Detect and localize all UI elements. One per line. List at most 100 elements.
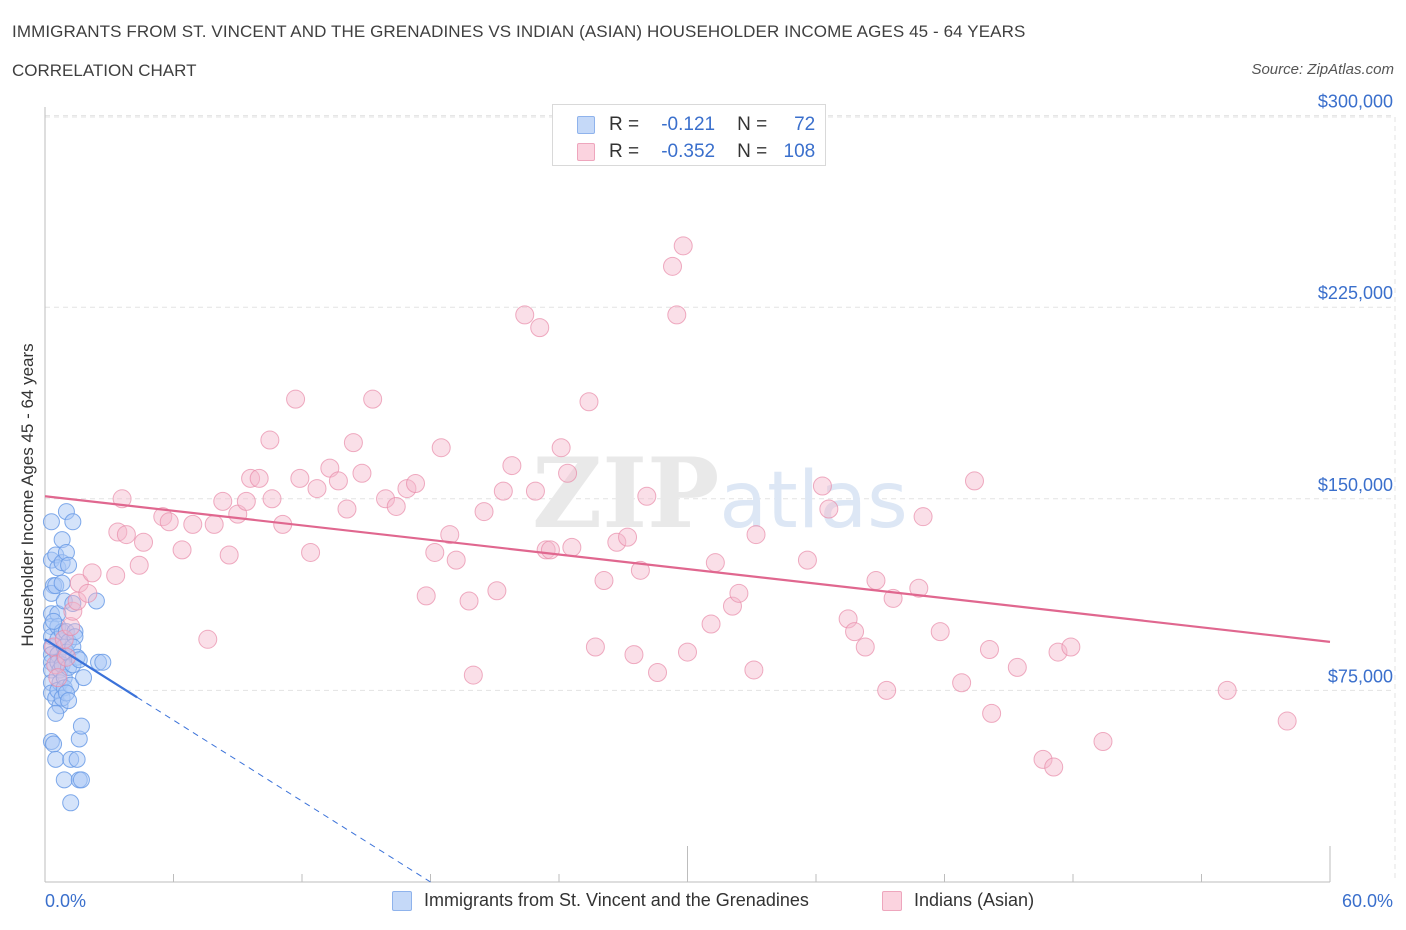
data-point-indians bbox=[797, 550, 817, 570]
chart-title: IMMIGRANTS FROM ST. VINCENT AND THE GREN… bbox=[12, 22, 1026, 41]
data-point-indians bbox=[112, 489, 132, 509]
stats-row-pink: R = -0.352 N = 108 bbox=[577, 139, 815, 165]
watermark: ZIPatlas bbox=[532, 437, 908, 550]
data-point-indians bbox=[812, 476, 832, 496]
data-point-indians bbox=[446, 550, 466, 570]
data-point-indians bbox=[286, 389, 306, 409]
source-credit: Source: ZipAtlas.com bbox=[1251, 61, 1394, 78]
x-tick-label-max: 60.0% bbox=[1341, 891, 1393, 911]
r-value: -0.121 bbox=[661, 114, 716, 135]
stats-row-blue: R = -0.121 N = 72 bbox=[577, 112, 815, 138]
data-point-indians bbox=[838, 609, 858, 629]
data-point-indians bbox=[487, 581, 507, 601]
data-point-indians bbox=[431, 438, 451, 458]
legend-label-immigrants: Immigrants from St. Vincent and the Gren… bbox=[424, 890, 809, 910]
data-point-indians bbox=[551, 438, 571, 458]
data-point-indians bbox=[116, 525, 136, 545]
data-point-indians bbox=[219, 545, 239, 565]
data-point-immigrants bbox=[55, 771, 73, 789]
data-point-indians bbox=[819, 499, 839, 519]
data-point-indians bbox=[78, 583, 98, 603]
data-point-indians bbox=[134, 532, 154, 552]
data-point-indians bbox=[667, 305, 687, 325]
data-point-indians bbox=[63, 601, 83, 621]
trend-line-immigrants-extension bbox=[136, 696, 431, 883]
data-point-indians bbox=[701, 614, 721, 634]
data-point-indians bbox=[61, 617, 81, 637]
data-point-indians bbox=[866, 571, 886, 591]
series-indians-points bbox=[44, 236, 1297, 777]
data-point-indians bbox=[515, 305, 535, 325]
y-axis-label: Householder Income Ages 45 - 64 years bbox=[18, 343, 37, 647]
data-point-indians bbox=[1033, 749, 1053, 769]
data-point-immigrants bbox=[42, 513, 60, 531]
stats-legend: R = -0.121 N = 72 R = -0.352 N = 108 bbox=[552, 104, 826, 166]
legend-item-immigrants[interactable]: Immigrants from St. Vincent and the Gren… bbox=[392, 890, 809, 911]
data-point-indians bbox=[525, 481, 545, 501]
legend-swatch-blue bbox=[392, 890, 412, 911]
data-point-indians bbox=[425, 542, 445, 562]
data-point-indians bbox=[705, 553, 725, 573]
r-label: R = bbox=[609, 114, 640, 135]
y-tick-label: $150,000 bbox=[1318, 475, 1393, 495]
data-point-indians bbox=[337, 499, 357, 519]
data-point-indians bbox=[301, 542, 321, 562]
y-tick-labels: $75,000 $150,000 $225,000 $300,000 bbox=[1318, 92, 1393, 687]
data-point-indians bbox=[153, 507, 173, 527]
data-point-indians bbox=[463, 665, 483, 685]
legend-swatch-pink bbox=[577, 143, 595, 161]
data-point-indians bbox=[1007, 657, 1027, 677]
r-label: R = bbox=[609, 141, 640, 162]
chart-subtitle: CORRELATION CHART bbox=[12, 61, 197, 80]
trend-lines bbox=[44, 495, 1331, 883]
data-point-indians bbox=[909, 578, 929, 598]
legend-swatch-blue bbox=[577, 116, 595, 134]
data-point-indians bbox=[952, 673, 972, 693]
data-point-indians bbox=[290, 468, 310, 488]
data-point-indians bbox=[1048, 642, 1068, 662]
data-point-indians bbox=[930, 622, 950, 642]
data-point-indians bbox=[249, 468, 269, 488]
watermark-zip: ZIP bbox=[532, 437, 719, 550]
data-point-indians bbox=[722, 596, 742, 616]
r-value: -0.352 bbox=[661, 141, 716, 162]
x-tick-label-min: 0.0% bbox=[45, 891, 87, 911]
data-point-indians bbox=[352, 463, 372, 483]
data-point-indians bbox=[198, 629, 218, 649]
data-point-indians bbox=[855, 637, 875, 657]
data-point-indians bbox=[493, 481, 513, 501]
data-point-immigrants bbox=[72, 717, 90, 735]
data-point-indians bbox=[416, 586, 436, 606]
data-point-indians bbox=[845, 622, 865, 642]
data-point-indians bbox=[558, 463, 578, 483]
data-point-indians bbox=[260, 430, 280, 450]
trend-line-immigrants bbox=[44, 638, 138, 699]
data-point-immigrants bbox=[68, 750, 86, 768]
data-point-indians bbox=[502, 456, 522, 476]
data-point-indians bbox=[630, 560, 650, 580]
data-point-indians bbox=[1093, 731, 1113, 751]
data-point-indians bbox=[594, 571, 614, 591]
legend-item-indians[interactable]: Indians (Asian) bbox=[882, 890, 1034, 911]
y-tick-label: $225,000 bbox=[1318, 283, 1393, 303]
data-point-indians bbox=[48, 668, 68, 688]
legend-swatch-pink bbox=[882, 890, 902, 911]
data-point-indians bbox=[540, 540, 560, 560]
data-point-indians bbox=[1217, 680, 1237, 700]
data-point-immigrants bbox=[64, 595, 82, 613]
data-point-immigrants bbox=[60, 556, 78, 574]
data-point-immigrants bbox=[60, 692, 78, 710]
data-point-indians bbox=[877, 680, 897, 700]
data-point-indians bbox=[406, 473, 426, 493]
data-point-indians bbox=[913, 507, 933, 527]
data-point-indians bbox=[744, 660, 764, 680]
data-point-indians bbox=[386, 496, 406, 516]
data-point-indians bbox=[82, 563, 102, 583]
data-point-immigrants bbox=[45, 612, 63, 630]
data-point-indians bbox=[474, 502, 494, 522]
data-point-indians bbox=[1061, 637, 1081, 657]
data-point-indians bbox=[159, 512, 179, 532]
y-tick-label: $300,000 bbox=[1318, 92, 1393, 112]
data-point-indians bbox=[440, 525, 460, 545]
